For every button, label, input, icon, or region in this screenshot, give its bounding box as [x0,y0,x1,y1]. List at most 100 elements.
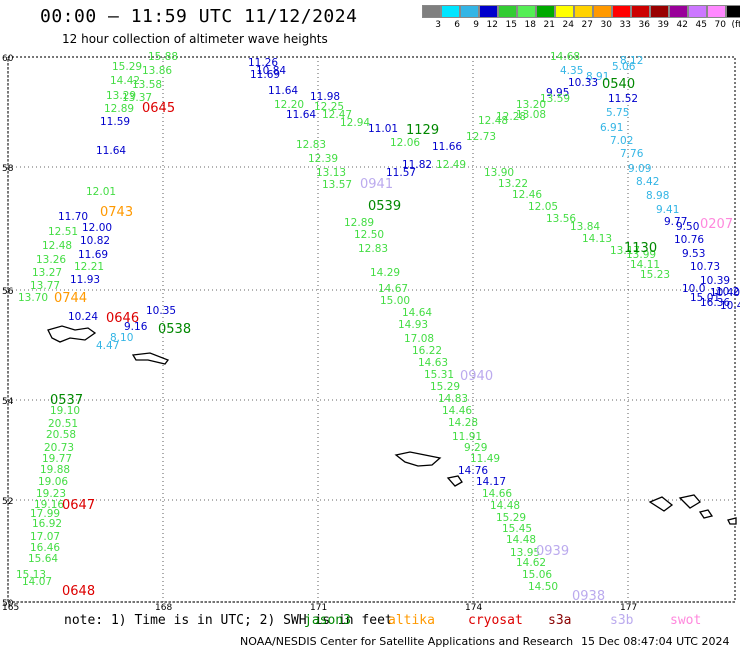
latitude-tick-label: 50 [2,599,14,609]
wave-height-value: 14.43 [0,0,30,3]
wave-height-value: 14.48 [490,500,520,512]
wave-height-value: 8.98 [646,190,669,202]
wave-height-value: 13.56 [546,213,576,225]
satellite-label-altika: altika [388,613,435,628]
color-swatch [631,5,650,18]
satellite-label-jason3: jason3 [304,613,351,628]
wave-height-value: 11.66 [432,141,462,153]
track-time-label: 0648 [62,584,95,599]
wave-height-value: 5.75 [606,107,629,119]
wave-height-value: 19.77 [42,453,72,465]
wave-height-value: 16.46 [30,542,60,554]
wave-height-value: 12.48 [478,115,508,127]
color-scale-label: (ft) [731,20,740,30]
wave-height-value: 14.28 [448,417,478,429]
wave-height-value: 12.21 [74,261,104,273]
island-shape [698,509,714,519]
track-time-label: 0207 [700,217,733,232]
satellite-label-swot: swot [670,613,702,628]
wave-height-value: 20.73 [44,442,74,454]
wave-height-value: 11.91 [452,431,482,443]
color-scale-label: 12 [486,20,498,30]
color-swatch [479,5,498,18]
satellite-label-s3a: s3a [548,613,572,628]
wave-height-value: 14.64 [402,307,432,319]
wave-height-value: 13.13 [316,167,346,179]
wave-height-value: 13.99 [626,249,656,261]
color-scale-label: 45 [695,20,707,30]
wave-height-value: 12.51 [48,226,78,238]
wave-height-value: 17.08 [404,333,434,345]
wave-height-value: 10.35 [146,305,176,317]
wave-height-value: 11.70 [58,211,88,223]
footnote: note: 1) Time is in UTC; 2) SWH is in fe… [64,613,393,628]
wave-height-value: 15.64 [28,553,58,565]
color-scale-label: 21 [543,20,555,30]
wave-height-value: 9.95 [546,87,569,99]
wave-height-value: 13.95 [510,547,540,559]
color-swatch [688,5,707,18]
wave-height-value: 13.20 [516,99,546,111]
color-swatch [517,5,536,18]
longitude-tick-label: 168 [155,603,172,613]
wave-height-value: 14.46 [442,405,472,417]
track-time-label: 0940 [460,369,493,384]
color-swatch [574,5,593,18]
wave-height-value: 15.29 [496,512,526,524]
island-shape [678,494,701,509]
wave-height-value: 12.83 [296,139,326,151]
wave-height-value: 14.50 [528,581,558,593]
wave-height-value: 12.47 [322,109,352,121]
wave-height-value: 11.26 [248,57,278,69]
island-shape [131,352,170,365]
wave-height-value: 10.48 [720,300,740,312]
wave-height-value: 9.41 [656,204,679,216]
wave-height-value: 13.08 [516,109,546,121]
color-swatch [441,5,460,18]
wave-height-value: 8.42 [636,176,659,188]
longitude-tick-label: 165 [2,603,19,613]
wave-height-value: 14.42 [110,75,140,87]
wave-height-value: 12.94 [340,117,370,129]
color-scale-label: 27 [581,20,593,30]
wave-height-value: 13.27 [32,267,62,279]
wave-height-value: 12.73 [466,131,496,143]
wave-height-value: 12.25 [314,101,344,113]
wave-height-value: 12.00 [82,222,112,234]
track-time-label: 1129 [406,123,439,138]
wave-height-value: 13.90 [484,167,514,179]
longitude-tick-label: 174 [465,603,482,613]
track-time-label: 0938 [572,589,605,604]
wave-height-value: 14.11 [630,259,660,271]
longitude-tick-label: 171 [310,603,327,613]
wave-height-value: 12.05 [528,201,558,213]
wave-height-value: 15.45 [502,523,532,535]
track-time-label: 0744 [54,291,87,306]
wave-height-value: 13.52 [0,0,30,3]
wave-height-value: 10.39 [700,275,730,287]
color-scale-label: 42 [676,20,688,30]
wave-height-value: 11.64 [286,109,316,121]
page-title: 00:00 — 11:59 UTC 11/12/2024 [40,6,358,27]
color-scale-label: 24 [562,20,574,30]
wave-height-value: 15.00 [380,295,410,307]
latitude-tick-label: 58 [2,164,14,174]
wave-height-value: 12.89 [104,103,134,115]
wave-height-value: 11.64 [96,145,126,157]
wave-height-value: 14.93 [398,319,428,331]
wave-height-value: 8.91 [586,71,609,83]
wave-height-value: 12.49 [436,159,466,171]
wave-height-value: 11.57 [386,167,416,179]
wave-height-value: 14.83 [438,393,468,405]
wave-height-value: 12.83 [358,243,388,255]
track-time-label: 0743 [100,205,133,220]
wave-height-value: 14.48 [506,534,536,546]
wave-height-value: 16.92 [32,518,62,530]
wave-height-value: 13.22 [498,178,528,190]
wave-height-value: 15.31 [424,369,454,381]
track-time-label: 0939 [536,544,569,559]
wave-height-value: 14.13 [582,233,612,245]
wave-height-value: 6.91 [600,122,623,134]
island-shape [648,496,674,512]
